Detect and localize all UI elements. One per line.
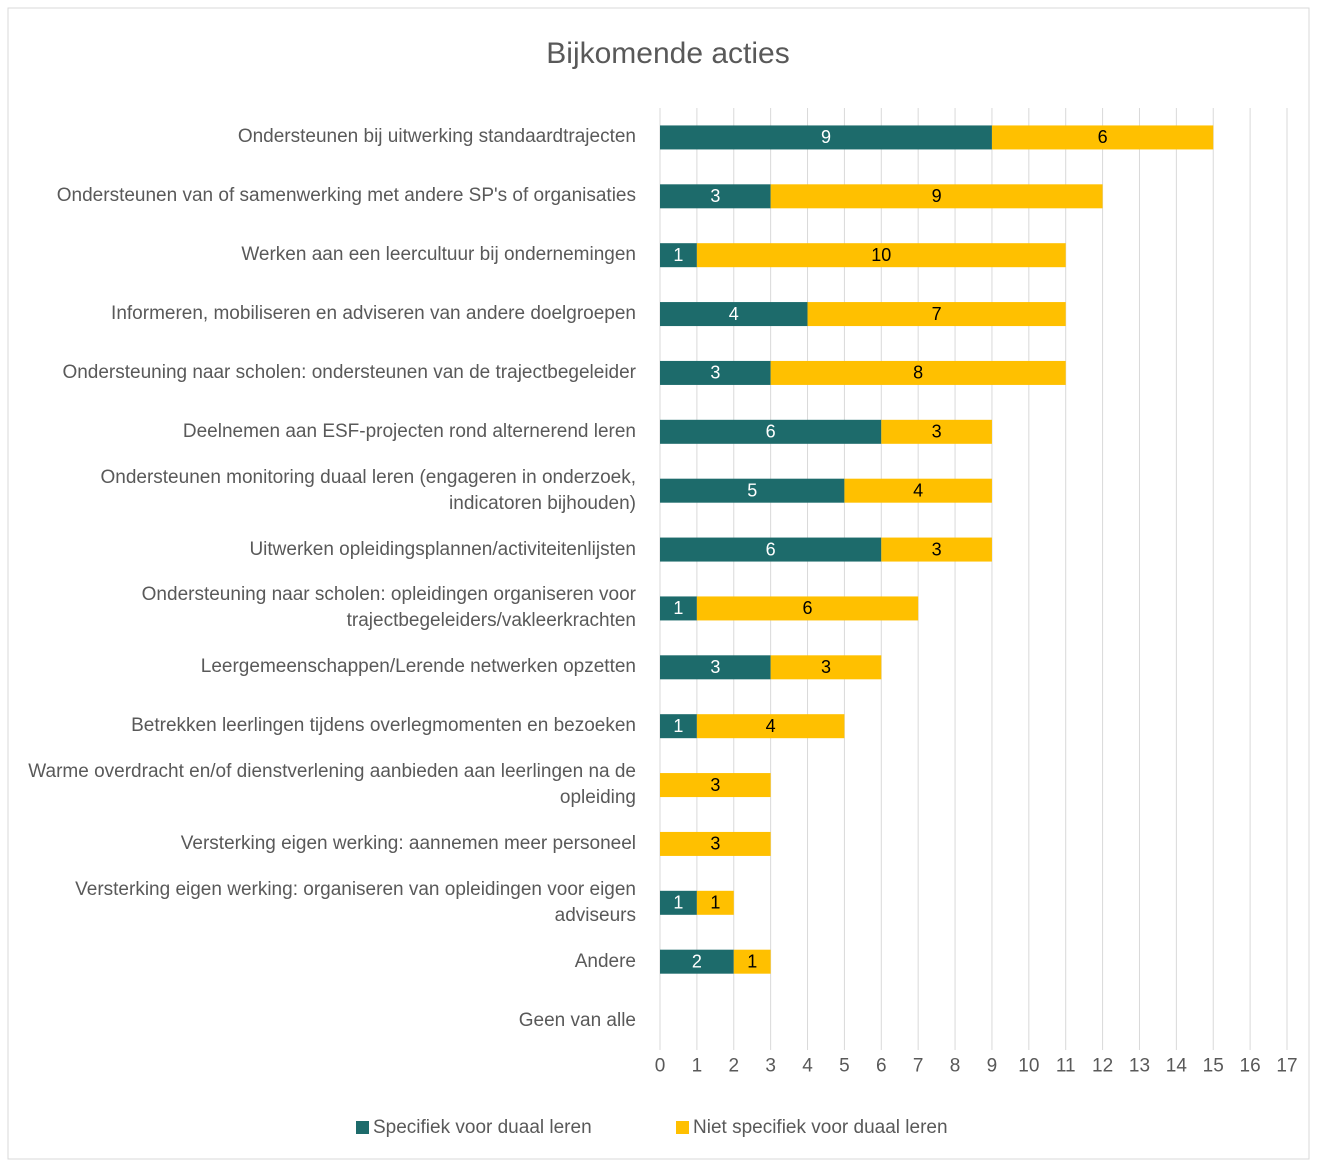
data-label: 1 [710,893,720,913]
y-tick-label: Informeren, mobiliseren en adviseren van… [111,303,636,325]
data-label: 1 [673,245,683,265]
y-tick-label: Geen van alle [518,1009,636,1031]
legend-label: Specifiek voor duaal leren [373,1117,592,1138]
data-label: 4 [766,716,776,736]
x-tick-label: 16 [1240,1056,1261,1077]
bar-segment [660,243,697,268]
y-tick-label: Uitwerken opleidingsplannen/activiteiten… [249,538,636,560]
y-tick-label: Warme overdracht en/of dienstverlening a… [28,761,636,809]
data-label: 3 [710,186,720,206]
x-tick-label: 0 [655,1056,666,1077]
data-label: 2 [692,951,702,971]
data-label: 7 [932,304,942,324]
data-label: 9 [821,127,831,147]
data-label: 1 [673,716,683,736]
bar-segment [660,302,808,327]
bar-segment [660,537,882,562]
bar-segment [660,360,771,385]
x-tick-label: 4 [802,1056,813,1077]
y-tick-label: Versterking eigen werking: aannemen meer… [180,832,636,854]
y-tick-label: Versterking eigen werking: organiseren v… [75,878,636,926]
data-label: 6 [803,598,813,618]
bar-segment [660,890,697,915]
data-label: 6 [766,539,776,559]
y-tick-label: Betrekken leerlingen tijdens overlegmome… [131,715,636,737]
x-tick-label: 10 [1018,1056,1039,1077]
bar-segment [660,478,845,503]
x-tick-label: 15 [1203,1056,1224,1077]
bar-segment [770,360,1066,385]
bar-segment [696,596,919,621]
y-tick-label: Ondersteunen van of samenwerking met and… [56,185,636,207]
y-tick-label: Ondersteunen bij uitwerking standaardtra… [237,126,636,148]
bar-segment [660,184,771,209]
bar-segment [696,890,734,915]
bar-segment [696,243,1066,268]
x-tick-label: 11 [1056,1056,1076,1077]
data-label: 3 [821,657,831,677]
bar-segment [770,184,1103,209]
x-tick-label: 1 [692,1056,703,1077]
data-label: 1 [747,951,757,971]
data-label: 1 [673,893,683,913]
x-tick-label: 2 [728,1056,739,1077]
x-tick-label: 13 [1129,1056,1150,1077]
bar-segment [844,478,992,503]
data-label: 4 [729,304,739,324]
data-label: 3 [932,422,942,442]
data-label: 9 [932,186,942,206]
legend-label: Niet specifiek voor duaal leren [693,1117,948,1138]
x-tick-label: 14 [1166,1056,1188,1077]
bar-segment [660,125,992,150]
data-label: 1 [673,598,683,618]
y-tick-label: Werken aan een leercultuur bij ondernemi… [241,244,636,266]
y-tick-label: Leergemeenschappen/Lerende netwerken opz… [200,656,636,678]
y-tick-label: Deelnemen aan ESF-projecten rond alterne… [182,420,636,442]
data-label: 3 [710,834,720,854]
x-tick-label: 9 [987,1056,998,1077]
y-tick-label: Andere [574,950,636,972]
bar-segment [660,596,697,621]
x-tick-label: 5 [839,1056,850,1077]
x-tick-label: 3 [765,1056,776,1077]
bar-segment [660,949,734,974]
data-label: 5 [747,480,757,500]
bar-segment [770,655,882,680]
x-tick-label: 8 [950,1056,961,1077]
x-tick-label: 6 [876,1056,887,1077]
bar-segment [660,714,697,739]
x-tick-label: 7 [913,1056,924,1077]
data-label: 8 [913,363,923,383]
bar-segment [660,419,882,444]
y-tick-label: Ondersteunen monitoring duaal leren (eng… [100,466,636,514]
bar-segment [733,949,771,974]
data-label: 3 [932,539,942,559]
bar-segment [660,773,771,798]
bar-segment [881,419,992,444]
data-label: 10 [871,245,891,265]
legend-swatch [356,1121,369,1134]
chart-title: Bijkomende acties [546,37,789,70]
bar-segment [696,714,845,739]
legend-swatch [676,1121,689,1134]
data-label: 3 [710,657,720,677]
data-label: 4 [913,480,923,500]
x-tick-label: 17 [1276,1056,1297,1077]
bar-segment [991,125,1214,150]
bar-segment [881,537,992,562]
bar-segment [660,655,771,680]
data-label: 3 [710,775,720,795]
y-tick-label: Ondersteuning naar scholen: opleidingen … [141,584,636,632]
data-label: 6 [766,422,776,442]
bar-segment [660,831,771,856]
bar-segment [807,302,1066,327]
x-tick-label: 12 [1092,1056,1113,1077]
data-label: 6 [1098,127,1108,147]
data-label: 3 [710,363,720,383]
y-tick-label: Ondersteuning naar scholen: ondersteunen… [62,361,636,383]
